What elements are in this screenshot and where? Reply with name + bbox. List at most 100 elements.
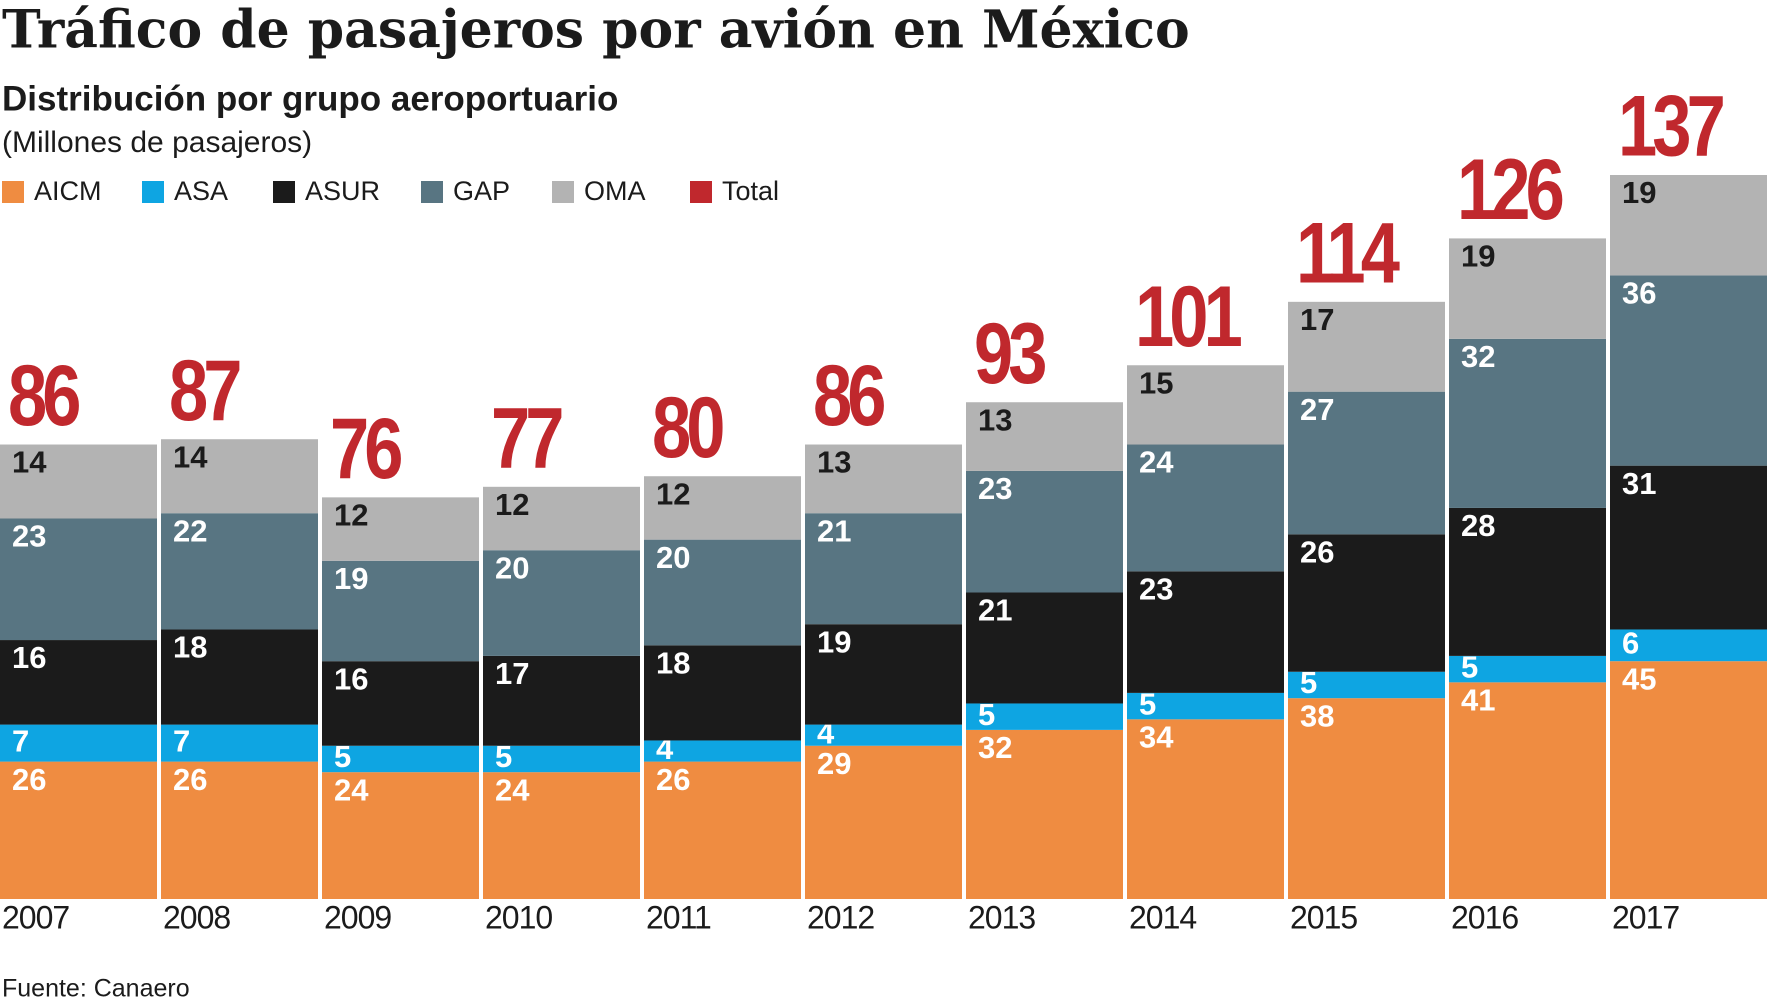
legend-swatch: [273, 181, 295, 203]
bar-segment: [1449, 507, 1606, 656]
bar-segment: [1449, 655, 1606, 683]
segment-label: 22: [173, 513, 207, 548]
bar-segment: [644, 539, 801, 646]
segment-label: 23: [978, 471, 1012, 506]
bar-segment: [1610, 629, 1767, 662]
segment-label: 5: [1139, 686, 1156, 721]
bar-segment: [1610, 275, 1767, 466]
legend-swatch: [2, 181, 24, 203]
segment-label: 12: [334, 498, 368, 533]
bar-segment: [322, 745, 479, 773]
segment-label: 5: [334, 739, 351, 774]
bar-segment: [0, 724, 157, 762]
segment-label: 17: [1300, 302, 1334, 337]
bar-segment: [1127, 719, 1284, 899]
segment-label: 18: [173, 630, 207, 665]
legend-label: GAP: [453, 176, 510, 206]
segment-label: 26: [656, 762, 690, 797]
segment-label: 20: [495, 550, 529, 585]
segment-label: 21: [817, 513, 851, 548]
segment-label: 13: [978, 402, 1012, 437]
segment-label: 41: [1461, 683, 1495, 718]
chart-title: Tráfico de pasajeros por avión en México: [2, 0, 1190, 61]
segment-label: 23: [1139, 572, 1173, 607]
bar-segment: [1288, 301, 1445, 392]
segment-label: 36: [1622, 276, 1656, 311]
legend-label: OMA: [584, 176, 646, 206]
segment-label: 7: [12, 723, 29, 758]
bar-segment: [0, 761, 157, 899]
bar-segment: [1449, 238, 1606, 339]
segment-label: 5: [495, 739, 512, 774]
segment-label: 20: [656, 540, 690, 575]
x-tick-label: 2016: [1451, 899, 1518, 935]
bar-segment: [1288, 671, 1445, 699]
segment-label: 7: [173, 723, 190, 758]
bar-segment: [322, 560, 479, 662]
bar-segment: [161, 724, 318, 762]
bar-segment: [1449, 682, 1606, 899]
bar-segment: [161, 439, 318, 514]
bar-segment: [644, 645, 801, 741]
segment-label: 5: [1461, 649, 1478, 684]
bar-segment: [483, 655, 640, 746]
total-label: 80: [652, 379, 723, 475]
legend-label: ASA: [174, 176, 228, 206]
legend-swatch: [552, 181, 574, 203]
segment-label: 5: [1300, 665, 1317, 700]
legend-swatch: [690, 181, 712, 203]
segment-label: 18: [656, 646, 690, 681]
total-label: 126: [1457, 141, 1562, 237]
bar-segment: [805, 624, 962, 725]
bar-segment: [483, 745, 640, 773]
bar-segment: [322, 772, 479, 899]
legend-swatch: [142, 181, 164, 203]
segment-label: 14: [12, 445, 47, 480]
unit-label: (Millones de pasajeros): [2, 126, 312, 159]
bar-segment: [966, 729, 1123, 899]
segment-label: 19: [817, 624, 851, 659]
x-tick-label: 2011: [646, 899, 711, 935]
x-tick-label: 2007: [2, 899, 69, 935]
segment-label: 16: [334, 661, 368, 696]
bar-segment: [644, 476, 801, 540]
bar-segment: [1610, 661, 1767, 899]
segment-label: 31: [1622, 466, 1656, 501]
total-label: 114: [1296, 205, 1400, 301]
bar-segment: [0, 444, 157, 519]
bar-segment: [644, 740, 801, 762]
bar-segment: [966, 592, 1123, 704]
x-tick-label: 2015: [1290, 899, 1357, 935]
source: Fuente: Canaero: [2, 975, 190, 1003]
bar-segment: [161, 629, 318, 725]
bar-segment: [1288, 534, 1445, 672]
segment-label: 27: [1300, 392, 1334, 427]
segment-label: 19: [334, 561, 368, 596]
segment-label: 12: [656, 476, 690, 511]
total-label: 86: [8, 348, 79, 444]
bar-segment: [805, 745, 962, 899]
x-tick-label: 2009: [324, 899, 391, 935]
segment-label: 5: [978, 697, 995, 732]
segment-label: 26: [12, 762, 46, 797]
segment-label: 32: [978, 730, 1012, 765]
segment-label: 17: [495, 656, 529, 691]
total-label: 76: [330, 400, 401, 496]
legend-swatch: [421, 181, 443, 203]
segment-label: 24: [495, 772, 530, 807]
chart-subtitle: Distribución por grupo aeroportuario: [2, 79, 618, 118]
x-tick-label: 2008: [163, 899, 230, 935]
bar-segment: [1449, 338, 1606, 508]
total-label: 87: [169, 342, 240, 438]
bar-segment: [805, 444, 962, 514]
bar-segment: [805, 513, 962, 625]
bar-segment: [1610, 175, 1767, 276]
bar-segment: [1610, 465, 1767, 630]
segment-label: 16: [12, 640, 46, 675]
legend-label: Total: [722, 176, 779, 206]
x-tick-label: 2012: [807, 899, 874, 935]
segment-label: 19: [1461, 239, 1495, 274]
bar-segment: [322, 497, 479, 561]
bar-segment: [1288, 698, 1445, 899]
